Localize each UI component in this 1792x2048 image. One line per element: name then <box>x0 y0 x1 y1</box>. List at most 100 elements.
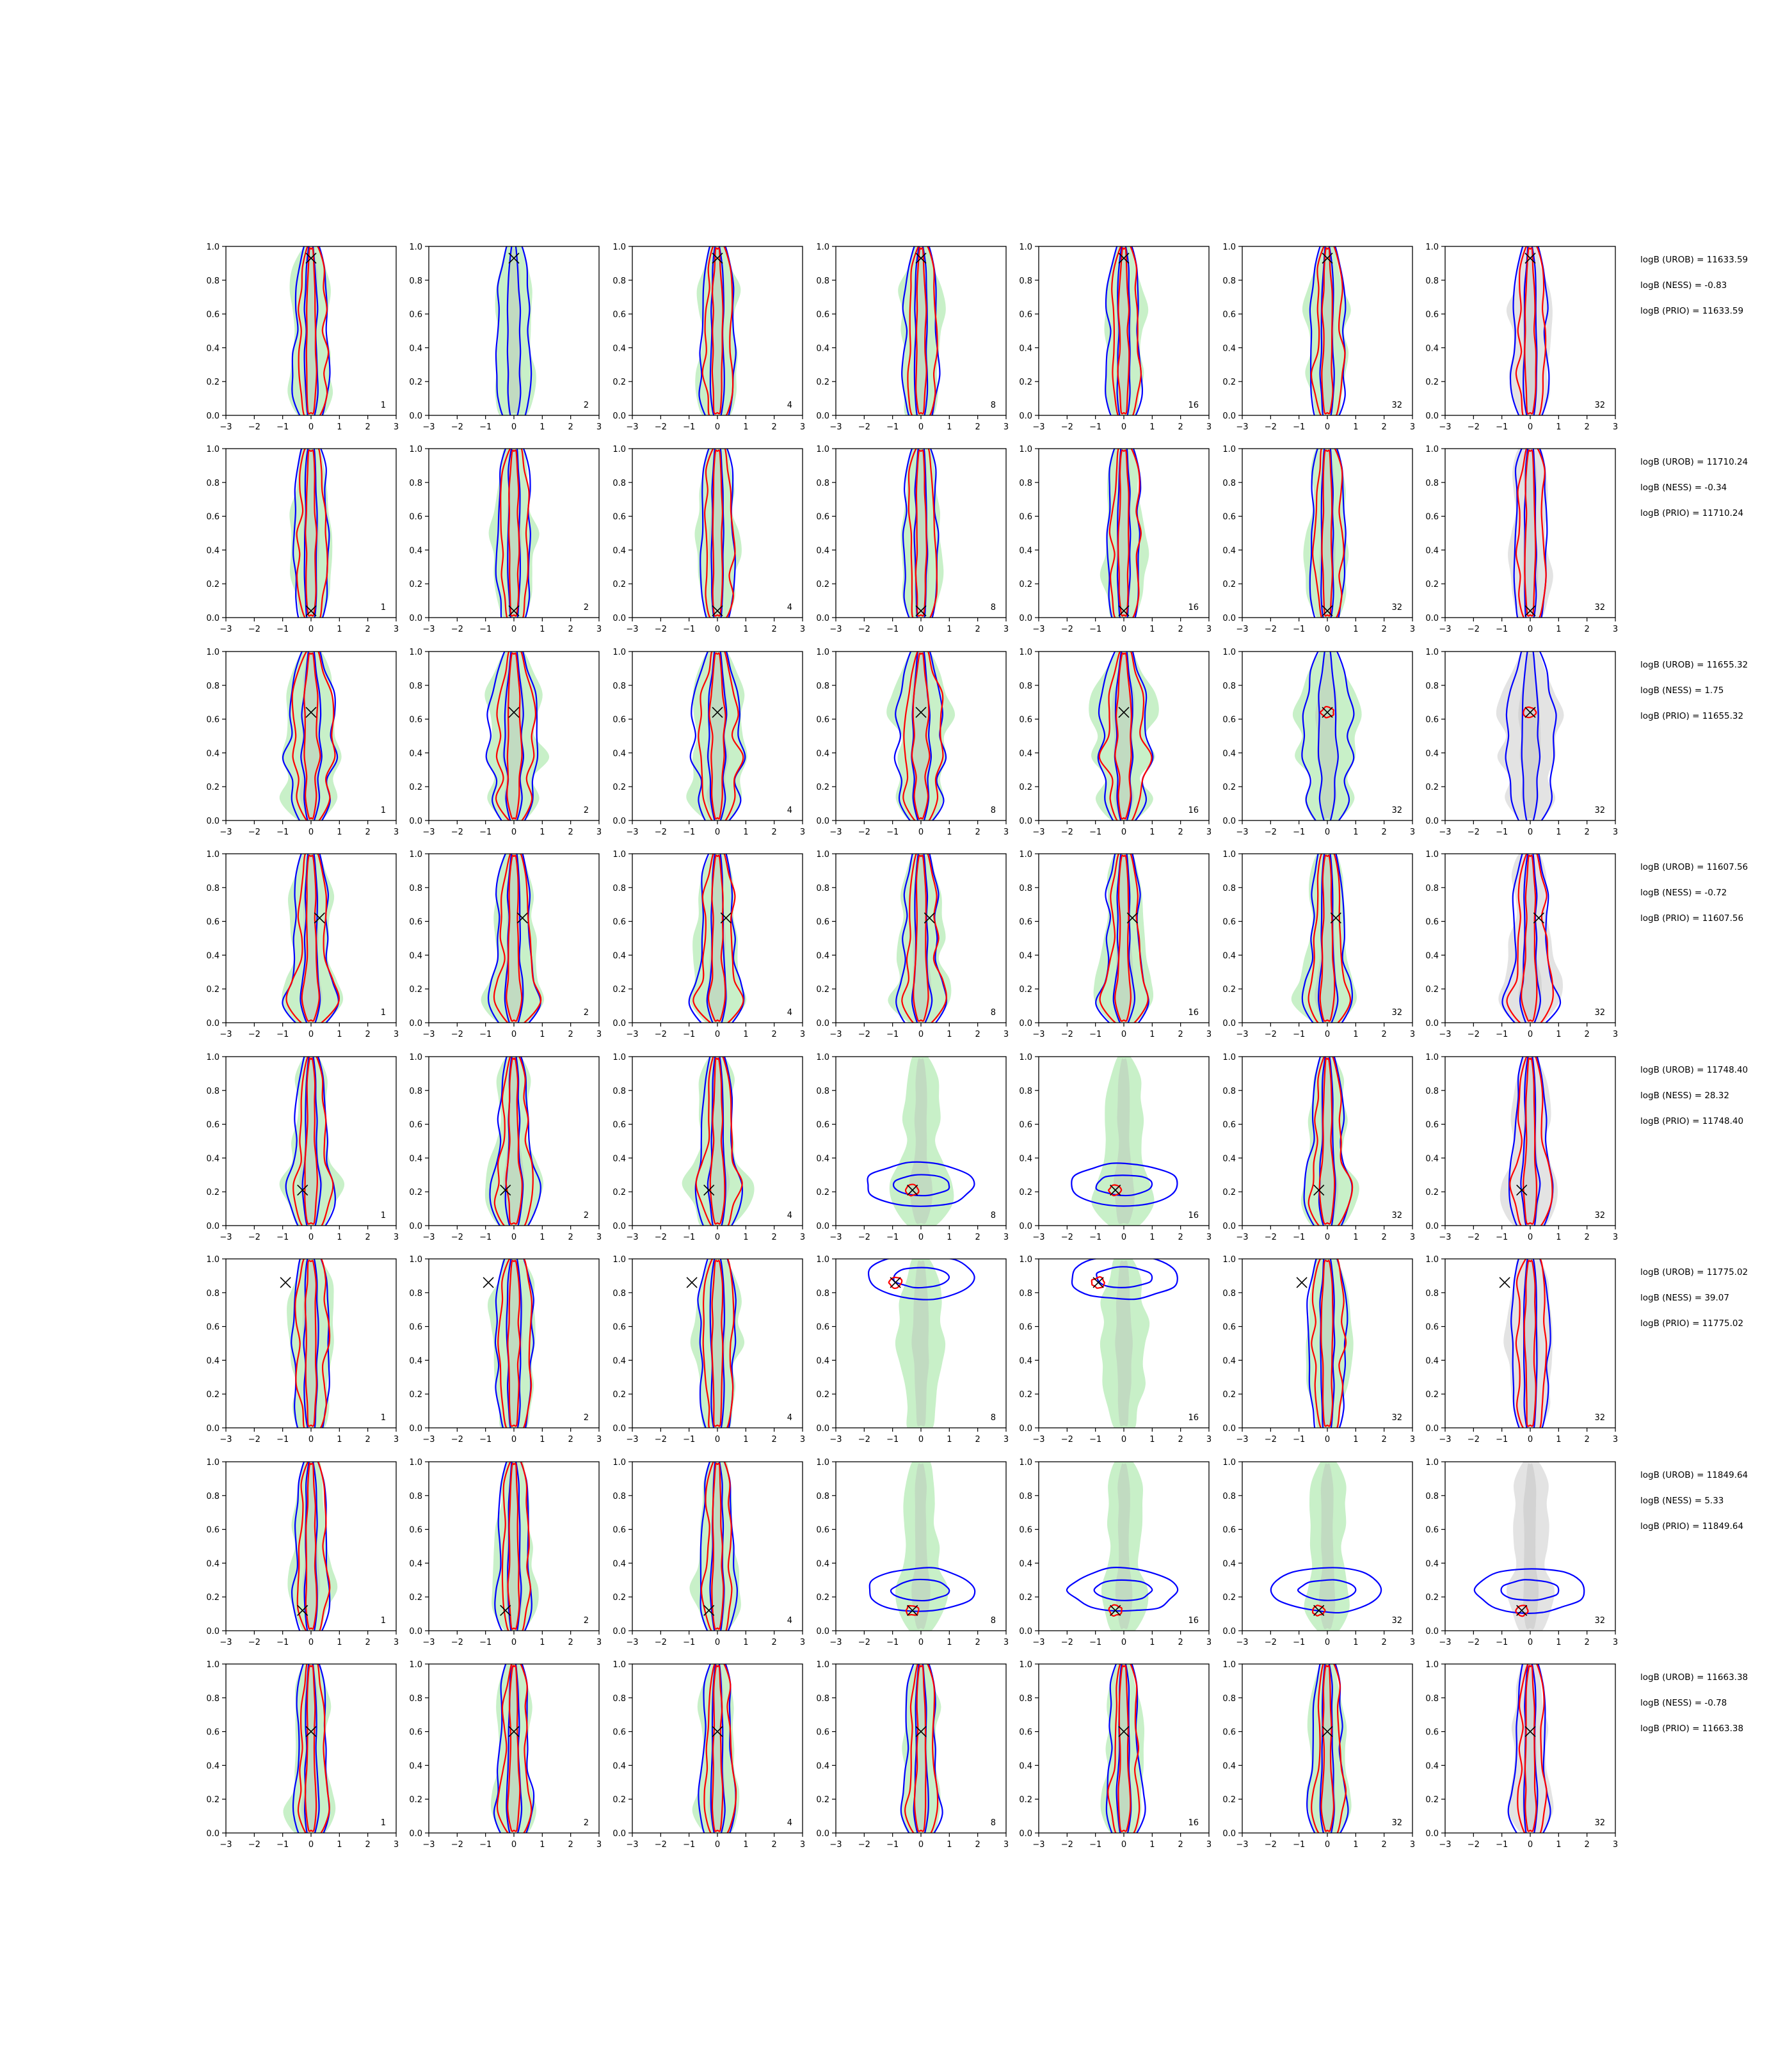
blue-contour-inner <box>1116 449 1132 618</box>
blue-contour-outer <box>291 1462 331 1631</box>
x-tick-label: 3 <box>394 1030 399 1039</box>
x-tick-label: 2 <box>1382 828 1387 837</box>
panel-r8-c3: −3 −2 −1 0 1 2 3 0.0 0.2 0.4 0.6 0.8 1.0 4 <box>612 1660 805 1850</box>
y-tick-label: 0.0 <box>1425 412 1439 421</box>
y-tick-label: 0.8 <box>1019 1694 1032 1704</box>
x-tick-label: 1 <box>1149 828 1155 837</box>
blue-contour-outer <box>493 1664 535 1833</box>
x-tick-label: 2 <box>1585 1030 1590 1039</box>
x-tick-label: 1 <box>1556 828 1561 837</box>
red-contour <box>1319 705 1334 719</box>
logb-prio: logB (PRIO) = 11633.59 <box>1640 306 1743 316</box>
x-tick-label: −3 <box>220 1030 232 1039</box>
x-tick-label: 1 <box>947 1435 952 1444</box>
x-tick-label: −1 <box>1293 1638 1305 1647</box>
plot-area <box>282 854 344 1023</box>
panel-tag: 4 <box>787 1818 792 1828</box>
blue-contour-outer <box>868 1567 976 1612</box>
panel-tag: 8 <box>991 1413 996 1423</box>
density-core <box>911 1260 929 1427</box>
x-tick-label: −2 <box>1468 1840 1480 1850</box>
y-tick-label: 1.0 <box>1019 1458 1032 1468</box>
x-tick-label: 0 <box>308 1638 314 1647</box>
x-tick-label: −2 <box>248 1638 260 1647</box>
panel-tag: 8 <box>991 1211 996 1220</box>
red-contour-outer <box>1308 854 1352 1023</box>
plot-area <box>898 246 946 415</box>
panel-tag: 4 <box>787 1616 792 1626</box>
density-core <box>1115 1260 1133 1427</box>
y-tick-label: 1.0 <box>1222 445 1236 454</box>
x-tick-label: 2 <box>1585 422 1590 432</box>
x-tick-label: 3 <box>1206 1840 1212 1850</box>
panel-tag: 16 <box>1188 603 1199 612</box>
x-tick-label: 0 <box>1325 828 1330 837</box>
y-tick-label: 1.0 <box>1425 1660 1439 1670</box>
y-tick-label: 0.6 <box>409 1728 422 1738</box>
x-tick-label: −2 <box>1061 1638 1073 1647</box>
y-tick-label: 0.6 <box>1222 1526 1236 1535</box>
panel-r5-c1: −3 −2 −1 0 1 2 3 0.0 0.2 0.4 0.6 0.8 1.0 1 <box>206 1053 399 1242</box>
logb-annotation-r8: logB (UROB) = 11663.38 logB (NESS) = -0.7… <box>1640 1672 1748 1734</box>
x-tick-label: −1 <box>479 1030 492 1039</box>
red-contour-inner <box>507 1462 520 1630</box>
x-tick-label: −2 <box>1265 625 1277 634</box>
blue-contour-outer <box>1066 1567 1179 1612</box>
x-tick-label: 2 <box>1382 625 1387 634</box>
x-tick-label: −2 <box>655 1233 667 1242</box>
y-tick-label: 0.6 <box>1425 513 1439 522</box>
true-value-marker <box>305 707 317 718</box>
x-tick-label: 2 <box>1382 1435 1387 1444</box>
true-value-marker <box>1516 1604 1528 1616</box>
y-tick-label: 0.0 <box>816 1627 829 1636</box>
x-tick-label: 2 <box>568 1233 573 1242</box>
y-tick-label: 0.4 <box>206 749 220 758</box>
density-core <box>502 1058 525 1224</box>
x-tick-label: −2 <box>655 1638 667 1647</box>
x-tick-label: −1 <box>683 422 695 432</box>
x-tick-label: 0 <box>918 1030 924 1039</box>
plot-area <box>900 1664 943 1833</box>
true-value-marker <box>915 707 927 718</box>
x-tick-label: 1 <box>337 1435 342 1444</box>
x-tick-label: −3 <box>220 828 232 837</box>
plot-area <box>688 854 747 1023</box>
logb-urob: logB (UROB) = 11775.02 <box>1640 1267 1748 1277</box>
x-tick-label: 3 <box>1004 625 1009 634</box>
y-tick-label: 0.8 <box>1425 884 1439 893</box>
red-contour-outer <box>1308 1057 1354 1226</box>
blue-contour-inner <box>707 652 728 820</box>
y-tick-label: 0.8 <box>409 479 422 488</box>
y-tick-label: 0.8 <box>206 1087 220 1096</box>
y-tick-label: 0.0 <box>1019 817 1032 826</box>
y-tick-label: 0.0 <box>409 1019 422 1028</box>
y-tick-label: 0.6 <box>409 918 422 927</box>
x-tick-label: 1 <box>1353 1435 1358 1444</box>
plot-area <box>686 652 748 820</box>
red-contour-outer <box>1107 1664 1140 1833</box>
x-tick-label: 3 <box>394 1435 399 1444</box>
plot-area <box>1306 1664 1352 1833</box>
x-tick-label: 0 <box>1325 1233 1330 1242</box>
density-fill <box>682 1057 755 1226</box>
y-tick-label: 1.0 <box>1425 1053 1439 1062</box>
plot-area <box>1296 1259 1354 1428</box>
x-tick-label: 0 <box>511 828 516 837</box>
y-tick-label: 0.8 <box>206 479 220 488</box>
logb-ness: logB (NESS) = 5.33 <box>1640 1496 1724 1506</box>
y-tick-label: 0.4 <box>1019 1154 1032 1164</box>
red-contour-inner <box>506 652 523 820</box>
panel-tag: 32 <box>1594 401 1605 410</box>
x-tick-label: −1 <box>1293 1840 1305 1850</box>
x-tick-label: 2 <box>1585 1638 1590 1647</box>
x-tick-label: 1 <box>743 625 748 634</box>
panel-tag: 32 <box>1594 1211 1605 1220</box>
x-tick-label: 0 <box>308 828 314 837</box>
x-tick-label: −3 <box>1032 1233 1044 1242</box>
red-contour-inner <box>1114 854 1132 1022</box>
y-tick-label: 0.8 <box>1019 1492 1032 1501</box>
y-tick-label: 0.4 <box>1222 1154 1236 1164</box>
x-tick-label: 0 <box>715 625 720 634</box>
y-tick-label: 0.0 <box>612 614 626 623</box>
x-tick-label: −2 <box>1265 1030 1277 1039</box>
